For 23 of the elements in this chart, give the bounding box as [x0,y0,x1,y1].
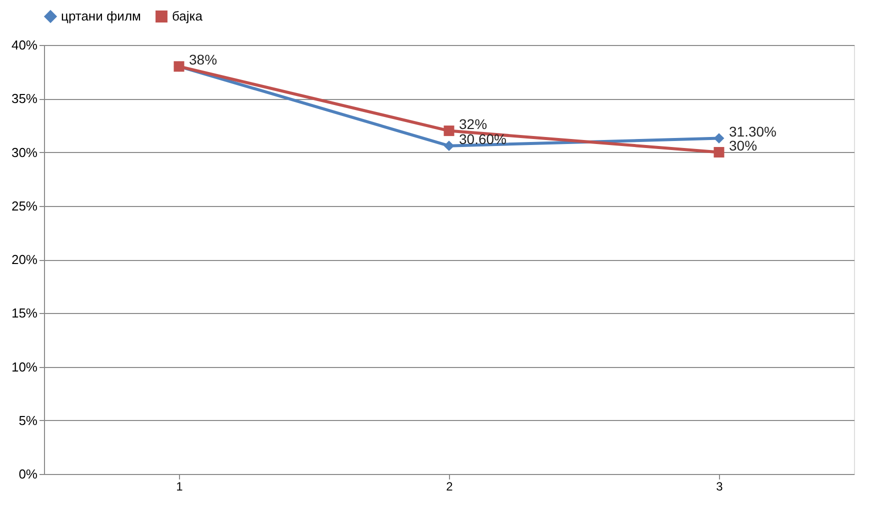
legend-label: цртани филм [61,8,142,24]
y-tick-label: 30% [11,144,38,160]
x-tick-label: 1 [176,480,184,494]
y-tick-label: 35% [11,91,38,106]
y-tick-label: 0% [18,466,38,482]
point [714,147,724,158]
y-tick-label: 10% [11,359,38,374]
data-label: 32% [459,116,488,132]
legend-label: бајка [172,8,204,24]
data-label: 38% [189,51,218,68]
y-tick-label: 20% [11,252,38,267]
y-tick-label: 15% [11,306,38,321]
point [714,133,724,144]
y-tick-label: 25% [11,198,38,214]
x-tick-label: 2 [446,480,454,494]
data-label: 30.60% [459,130,506,147]
point [444,126,454,136]
y-tick-label: 40% [11,38,38,52]
y-tick-label: 5% [18,412,38,428]
data-label: 30% [729,137,758,154]
x-tick-label: 3 [716,480,724,494]
data-label: 31.30% [729,123,776,140]
point [444,140,454,152]
